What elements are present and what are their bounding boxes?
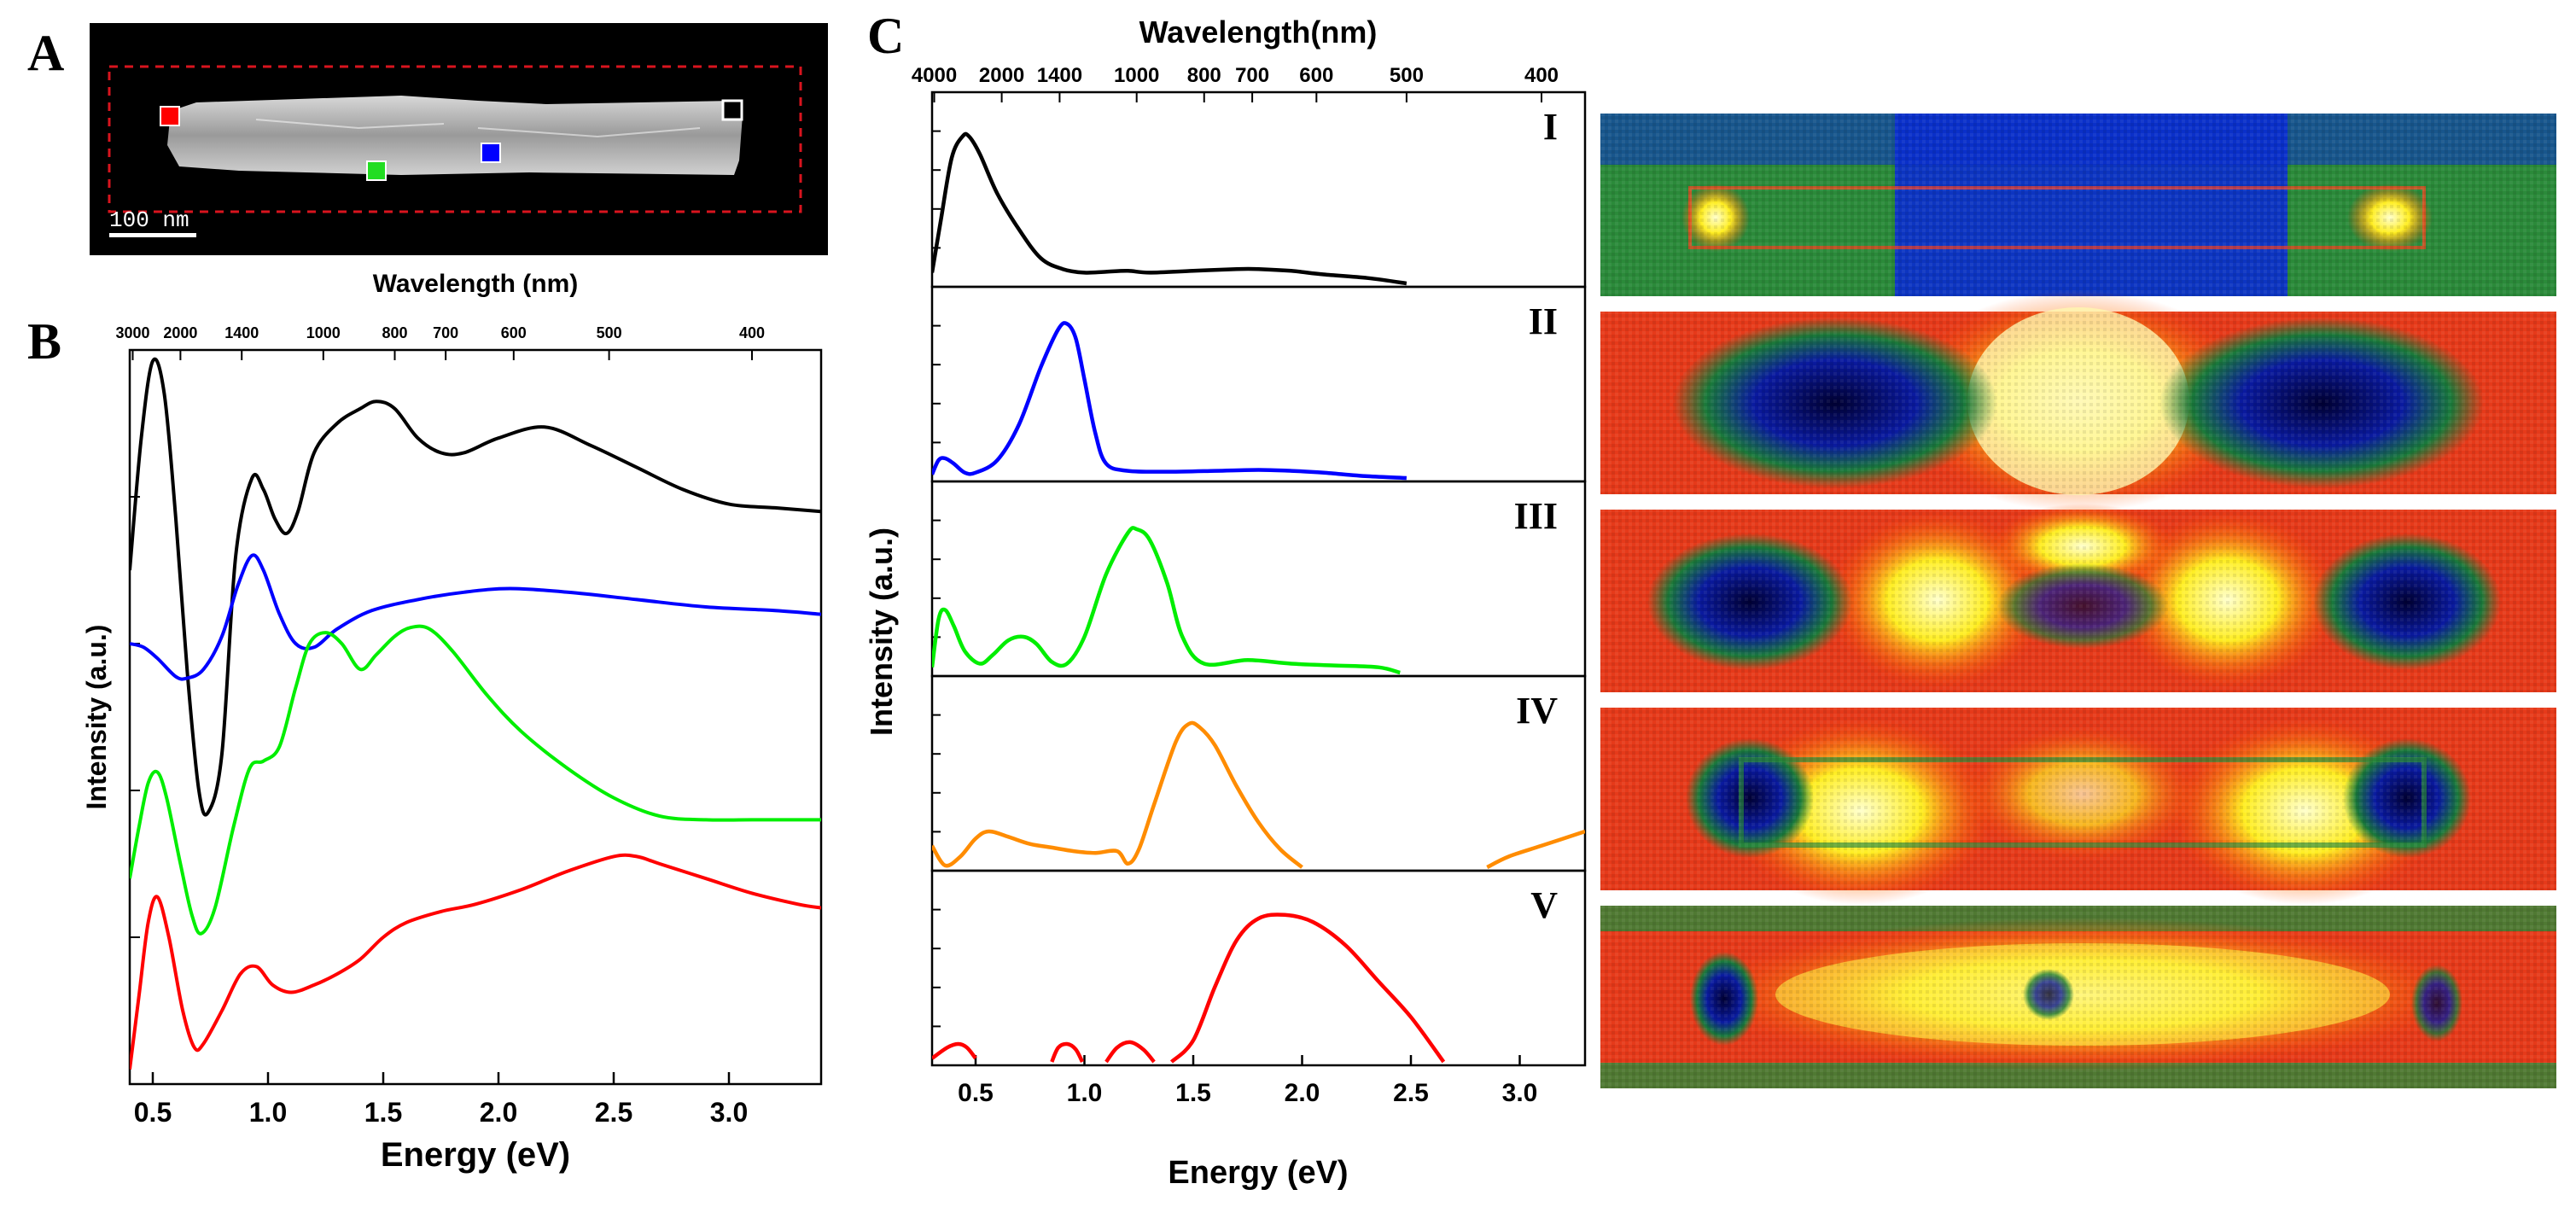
chart-b-series-red <box>130 853 821 1070</box>
black-marker <box>721 99 743 121</box>
chart-c-series-mode-IV <box>1486 829 1585 870</box>
chart-b-top-ticks: 3000 2000 1400 1000 800 700 600 500 400 <box>115 324 765 360</box>
chart-c-top-tick-label: 800 <box>1187 64 1221 87</box>
chart-c-subplot-frames <box>930 90 1587 1067</box>
rod-texture <box>255 119 701 138</box>
chart-c-y-axis-label: Intensity (a.u.) <box>864 528 899 736</box>
chart-c-series-mode-I <box>932 131 1407 286</box>
chart-b-top-axis-label: Wavelength (nm) <box>373 270 579 298</box>
chart-b-x-ticks: 0.5 1.0 1.5 2.0 2.5 3.0 <box>134 1072 748 1128</box>
chart-c-mode-label: I <box>1543 106 1558 148</box>
chart-c-series-mode-II <box>932 321 1407 481</box>
red-marker <box>160 106 180 126</box>
chart-c-subplot-frame <box>930 674 1587 872</box>
blue-marker <box>481 143 501 163</box>
chart-c-series-mode-IV <box>932 720 1303 869</box>
chart-b-top-tick-label: 800 <box>382 324 407 341</box>
chart-b-series-black <box>130 357 821 817</box>
chart-c-series-mode-V <box>932 1041 977 1060</box>
chart-c-series-mode-V <box>1050 1041 1085 1064</box>
chart-c-subplot-frame <box>930 285 1587 483</box>
chart-b-x-axis-label: Energy (eV) <box>381 1136 570 1174</box>
chart-c-top-tick-label: 4000 <box>912 64 957 87</box>
chart-c-top-tick-label: 600 <box>1299 64 1333 87</box>
chart-b-series-blue <box>130 553 821 681</box>
eels-map-3 <box>1600 504 2556 692</box>
chart-c-top-tick-label: 1000 <box>1114 64 1159 87</box>
roi-dashed-frame <box>108 65 802 213</box>
chart-b-y-axis-label: Intensity (a.u.) <box>81 625 112 810</box>
chart-c-x-tick-label: 0.5 <box>958 1079 994 1107</box>
panel-a-image: 100 nm <box>90 23 828 255</box>
chart-c-subplot-frame <box>930 90 1587 289</box>
chart-c-top-tick-label: 2000 <box>979 64 1024 87</box>
panel-letter-a: A <box>27 25 64 81</box>
chart-c-subplot-frame <box>930 480 1587 678</box>
chart-c-series-mode-V <box>1104 1040 1156 1064</box>
panel-letter-b: B <box>27 313 61 370</box>
chart-b-series-green <box>130 624 821 936</box>
chart-c-series-mode-III <box>932 526 1401 675</box>
chart-c-top-ticks: 4000 2000 1400 1000 800 700 600 500 400 <box>912 64 1559 102</box>
chart-b-x-tick-label: 0.5 <box>134 1097 172 1128</box>
chart-c-x-tick-label: 3.0 <box>1502 1079 1538 1107</box>
chart-b-top-tick-label: 1000 <box>306 324 341 341</box>
chart-c-series <box>932 131 1585 1064</box>
chart-b-top-tick-label: 500 <box>597 324 622 341</box>
chart-c-x-tick-label: 2.5 <box>1393 1079 1429 1107</box>
chart-c-subplot-frame <box>930 869 1587 1067</box>
chart-c-x-tick-label: 2.0 <box>1285 1079 1320 1107</box>
eels-maps <box>1600 114 2556 1088</box>
chart-b-frame <box>128 348 823 1086</box>
eels-map-4 <box>1600 708 2556 905</box>
chart-c-top-tick-label: 400 <box>1524 64 1559 87</box>
chart-b-top-tick-label: 2000 <box>163 324 197 341</box>
chart-b-x-tick-label: 2.5 <box>595 1097 632 1128</box>
green-marker <box>366 160 387 181</box>
chart-b-top-tick-label: 1400 <box>224 324 259 341</box>
chart-c-mode-label: III <box>1514 495 1558 537</box>
chart-c-series-mode-V <box>1169 913 1446 1064</box>
eels-map-5 <box>1600 906 2556 1088</box>
chart-c-mode-label: II <box>1529 300 1558 342</box>
chart-c-mode-label: V <box>1530 884 1558 926</box>
eels-map-1 <box>1600 114 2556 296</box>
chart-c-x-tick-label: 1.5 <box>1175 1079 1211 1107</box>
chart-b-top-tick-label: 600 <box>501 324 527 341</box>
chart-b-series <box>130 357 821 1070</box>
eels-map-2 <box>1600 290 2556 512</box>
chart-c-top-tick-label: 1400 <box>1037 64 1082 87</box>
chart-b-top-tick-label: 400 <box>739 324 765 341</box>
chart-c-x-axis-label: Energy (eV) <box>1168 1155 1348 1191</box>
scale-bar-label: 100 nm <box>109 207 189 233</box>
chart-b-top-tick-label: 700 <box>433 324 458 341</box>
chart-b-x-tick-label: 1.0 <box>249 1097 287 1128</box>
chart-c-mode-label: IV <box>1516 690 1558 732</box>
chart-c-top-tick-label: 700 <box>1235 64 1269 87</box>
chart-b-top-tick-label: 3000 <box>115 324 149 341</box>
chart-c-top-tick-label: 500 <box>1390 64 1424 87</box>
chart-c-x-ticks: 0.5 1.0 1.5 2.0 2.5 3.0 <box>958 1055 1537 1107</box>
chart-b-x-tick-label: 3.0 <box>710 1097 748 1128</box>
scale-bar <box>109 233 196 237</box>
chart-c-x-tick-label: 1.0 <box>1067 1079 1103 1107</box>
panel-letter-c: C <box>867 8 904 64</box>
chart-b-x-tick-label: 1.5 <box>364 1097 402 1128</box>
nanorod <box>167 96 743 175</box>
chart-b-x-tick-label: 2.0 <box>480 1097 517 1128</box>
chart-c-top-axis-label: Wavelength(nm) <box>1139 15 1378 50</box>
